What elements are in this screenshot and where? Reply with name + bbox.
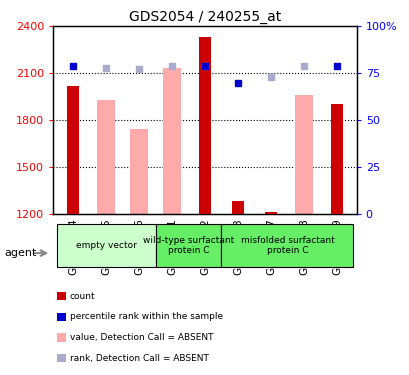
FancyBboxPatch shape bbox=[56, 224, 155, 267]
Text: empty vector: empty vector bbox=[75, 241, 136, 250]
Bar bbox=[231, 201, 243, 214]
FancyBboxPatch shape bbox=[155, 224, 221, 267]
Bar bbox=[67, 86, 79, 214]
Text: misfolded surfactant
protein C: misfolded surfactant protein C bbox=[240, 236, 333, 255]
Bar bbox=[265, 212, 276, 214]
Bar bbox=[162, 68, 181, 214]
Bar bbox=[130, 129, 148, 214]
Text: percentile rank within the sample: percentile rank within the sample bbox=[70, 312, 222, 321]
Text: rank, Detection Call = ABSENT: rank, Detection Call = ABSENT bbox=[70, 354, 208, 363]
Bar bbox=[199, 37, 210, 214]
Text: agent: agent bbox=[4, 248, 36, 258]
FancyBboxPatch shape bbox=[221, 224, 353, 267]
Text: count: count bbox=[70, 292, 95, 301]
Bar bbox=[97, 100, 115, 214]
Bar bbox=[294, 95, 312, 214]
Bar bbox=[330, 104, 342, 214]
Text: wild-type surfactant
protein C: wild-type surfactant protein C bbox=[143, 236, 234, 255]
Title: GDS2054 / 240255_at: GDS2054 / 240255_at bbox=[128, 10, 281, 24]
Text: value, Detection Call = ABSENT: value, Detection Call = ABSENT bbox=[70, 333, 213, 342]
